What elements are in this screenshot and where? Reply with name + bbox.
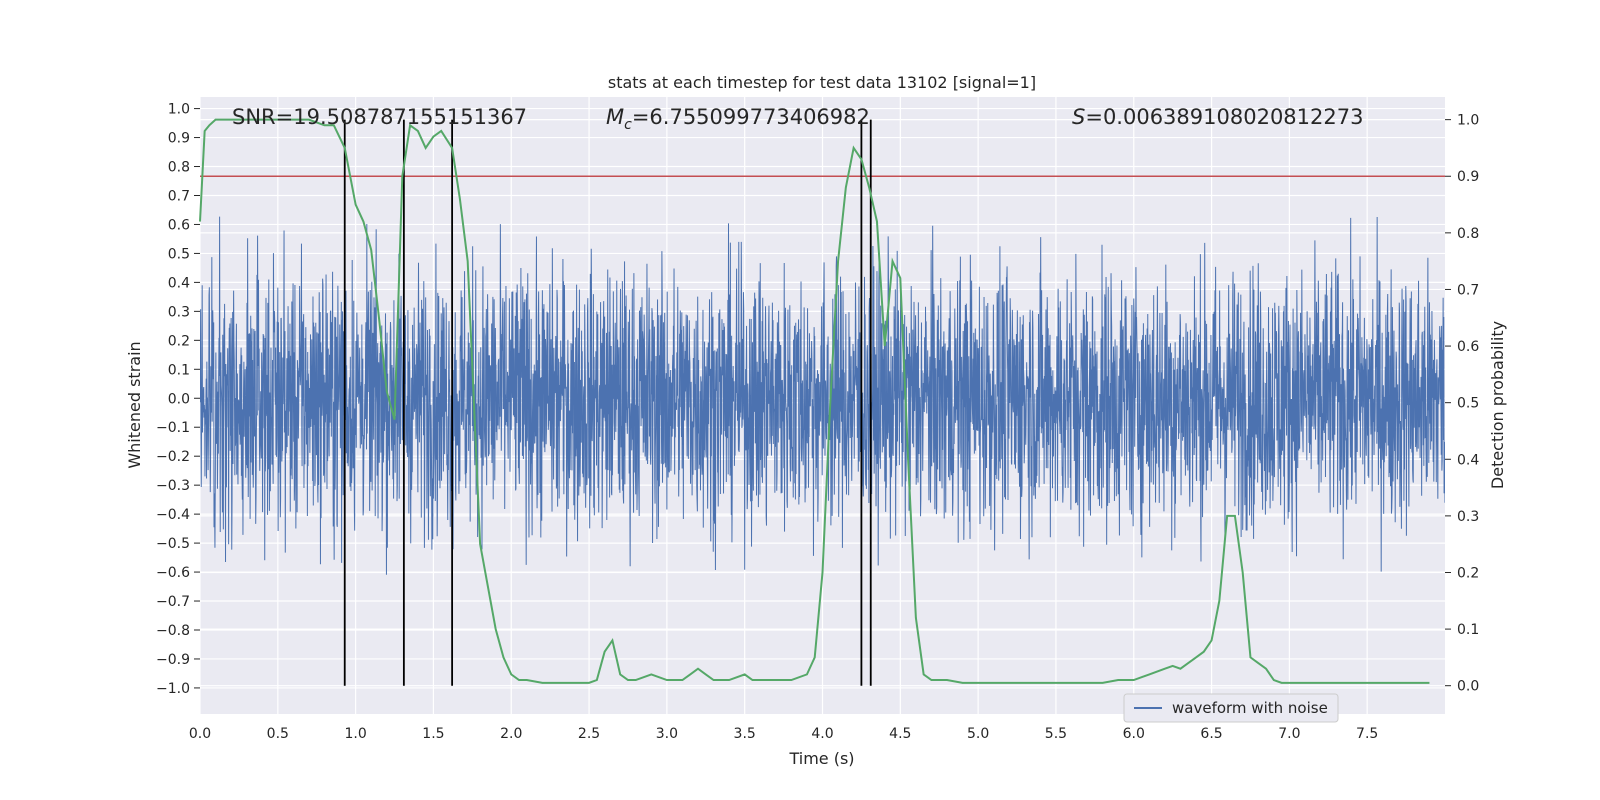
- left-tick-label: −1.0: [156, 681, 190, 697]
- s-value: =0.006389108020812273: [1085, 105, 1363, 129]
- x-axis-ticks: 0.0 0.5 1.0 1.5 2.0 2.5 3.0 3.5 4.0 4.5 5.0 5.5 6.0 6…: [189, 726, 1378, 742]
- right-tick-label: 0.8: [1457, 226, 1479, 242]
- segment-markers: [343, 119, 872, 686]
- x-tick-label: 1.5: [422, 726, 444, 742]
- chirp-mass-symbol: M: [606, 105, 624, 129]
- x-tick-label: 4.0: [811, 726, 833, 742]
- right-tick-label: 1.0: [1457, 113, 1479, 129]
- x-tick-label: 0.5: [267, 726, 289, 742]
- left-tick-label: −0.4: [156, 507, 190, 523]
- right-tick-label: 0.2: [1457, 565, 1479, 581]
- waveform-series: [200, 216, 1445, 575]
- x-axis-label: Time (s): [788, 749, 854, 768]
- left-tick-label: −0.8: [156, 623, 190, 639]
- left-y-axis-label: Whitened strain: [125, 341, 144, 468]
- right-tick-label: 0.1: [1457, 622, 1479, 638]
- left-tick-label: 0.6: [168, 217, 190, 233]
- chirp-mass-annotation: Mc=6.755099773406982: [606, 105, 870, 133]
- x-tick-label: 0.0: [189, 726, 211, 742]
- s-annotation: S=0.006389108020812273: [1072, 105, 1363, 129]
- left-tick-label: 0.4: [168, 275, 190, 291]
- right-tick-label: 0.5: [1457, 396, 1479, 412]
- left-tick-label: −0.9: [156, 652, 190, 668]
- x-tick-label: 3.0: [656, 726, 678, 742]
- left-tick-label: 1.0: [168, 102, 190, 118]
- left-tick-label: 0.2: [168, 333, 190, 349]
- chart-title: stats at each timestep for test data 131…: [608, 73, 1036, 92]
- x-tick-label: 1.0: [344, 726, 366, 742]
- right-y-axis-label: Detection probability: [1488, 321, 1507, 489]
- x-tick-label: 7.0: [1278, 726, 1300, 742]
- left-tick-label: −0.2: [156, 449, 190, 465]
- x-tick-label: 5.0: [967, 726, 989, 742]
- left-y-axis-ticks: 1.0 0.9 0.8 0.7 0.6 0.5 0.4 0.3 0.2 0.1 0.0 −0.1 −0.…: [156, 102, 200, 697]
- left-tick-label: 0.9: [168, 131, 190, 147]
- chirp-mass-value: =6.755099773406982: [632, 105, 870, 129]
- snr-annotation: SNR=19.508787155151367: [232, 105, 527, 129]
- left-tick-label: −0.5: [156, 536, 190, 552]
- x-tick-label: 5.5: [1045, 726, 1067, 742]
- waveform-path: [200, 216, 1445, 575]
- right-y-axis-ticks: 1.0 0.9 0.8 0.7 0.6 0.5 0.4 0.3 0.2 0.1 0.0: [1445, 113, 1479, 695]
- x-tick-label: 3.5: [734, 726, 756, 742]
- x-tick-label: 6.5: [1200, 726, 1222, 742]
- right-tick-label: 0.6: [1457, 339, 1479, 355]
- legend-label: waveform with noise: [1172, 699, 1328, 717]
- left-tick-label: −0.1: [156, 420, 190, 436]
- left-tick-label: 0.8: [168, 160, 190, 176]
- left-tick-label: −0.6: [156, 565, 190, 581]
- left-tick-label: −0.7: [156, 594, 190, 610]
- right-tick-label: 0.0: [1457, 679, 1479, 695]
- x-tick-label: 2.0: [500, 726, 522, 742]
- detection-probability-line: [199, 118, 1430, 684]
- left-tick-label: 0.1: [168, 362, 190, 378]
- s-symbol: S: [1072, 105, 1085, 129]
- left-tick-label: 0.7: [168, 188, 190, 204]
- right-tick-label: 0.9: [1457, 169, 1479, 185]
- right-tick-label: 0.3: [1457, 509, 1479, 525]
- left-tick-label: −0.3: [156, 478, 190, 494]
- x-tick-label: 7.5: [1356, 726, 1378, 742]
- left-tick-label: 0.5: [168, 246, 190, 262]
- x-tick-label: 2.5: [578, 726, 600, 742]
- x-tick-label: 6.0: [1123, 726, 1145, 742]
- x-tick-label: 4.5: [889, 726, 911, 742]
- legend-box: [1123, 693, 1339, 723]
- right-tick-label: 0.7: [1457, 282, 1479, 298]
- left-tick-label: 0.3: [168, 304, 190, 320]
- left-tick-label: 0.0: [168, 391, 190, 407]
- right-tick-label: 0.4: [1457, 452, 1479, 468]
- chirp-mass-subscript: c: [624, 117, 632, 133]
- legend: waveform with noise: [1123, 693, 1339, 723]
